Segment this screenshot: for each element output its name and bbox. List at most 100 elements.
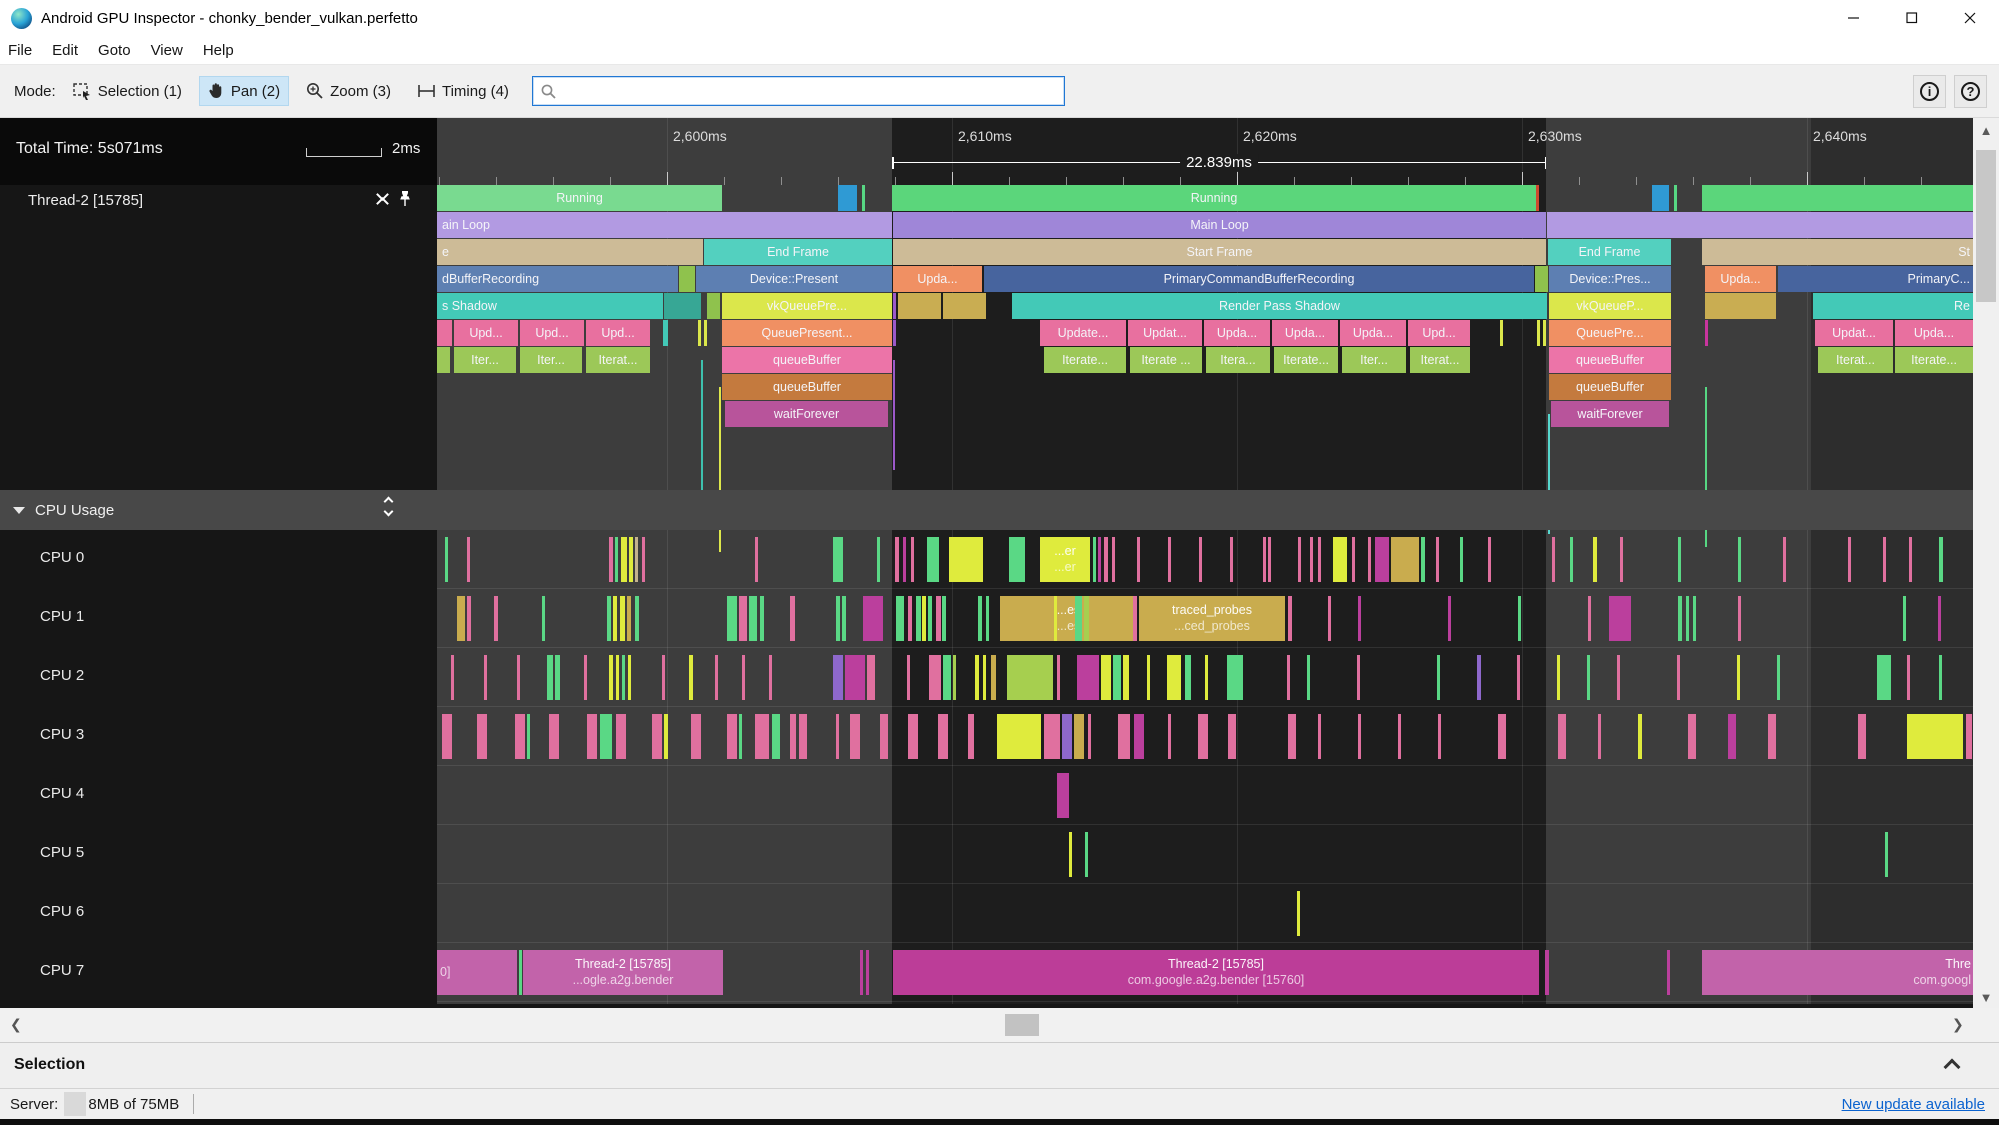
trace-span[interactable]: Running [892,185,1536,211]
trace-span[interactable] [1547,212,1973,238]
cpu-slice[interactable] [1054,596,1057,641]
cpu-slice[interactable] [1570,537,1573,582]
trace-span[interactable]: Iterate... [1044,347,1126,373]
trace-span[interactable]: Upda... [1340,320,1406,346]
cpu-slice[interactable]: ...er ...er [1040,537,1090,582]
cpu-slice[interactable] [547,655,553,700]
cpu-slice[interactable] [1333,537,1347,582]
trace-span[interactable]: Device::Present [696,266,892,292]
trace-span[interactable]: Upda... [1705,266,1776,292]
cpu-slice[interactable] [1288,596,1292,641]
cpu-slice[interactable] [664,714,668,759]
cpu-track-lane[interactable] [437,884,1973,943]
cpu-slice[interactable] [689,655,693,700]
trace-span[interactable]: Iter... [1342,347,1406,373]
trace-span[interactable]: dBufferRecording [437,266,678,292]
cpu-slice[interactable] [978,596,982,641]
cpu-track-lane[interactable]: 0] Thread-2 [15785] ...ogle.a2g.bender Thre… [437,943,1973,1002]
trace-span[interactable] [862,185,865,211]
cpu-track-lane[interactable] [437,707,1973,766]
cpu-slice[interactable] [635,596,639,641]
cpu-slice[interactable] [1939,655,1942,700]
cpu-slice[interactable] [1104,537,1108,582]
trace-span[interactable]: Upda... [893,266,982,292]
cpu-slice[interactable] [555,655,560,700]
trace-span[interactable] [898,293,941,319]
cpu-slice[interactable] [542,596,545,641]
cpu-slice[interactable] [1205,655,1208,700]
menu-view[interactable]: View [150,41,183,59]
cpu-slice[interactable] [715,655,718,700]
cpu-slice[interactable] [1318,537,1321,582]
cpu-track-lane[interactable]: ...es ...es traced_probes ...ced_probes [437,589,1973,648]
trace-span[interactable]: Start Frame [893,239,1546,265]
cpu-slice[interactable] [943,655,951,700]
collapse-track-icon[interactable] [376,188,389,210]
cpu-slice[interactable] [587,714,597,759]
trace-span[interactable] [893,293,896,319]
trace-span[interactable] [1537,320,1540,346]
scroll-up-icon[interactable]: ▲ [1979,123,1993,138]
cpu-slice[interactable] [1168,537,1171,582]
scroll-left-icon[interactable]: ❮ [10,1016,22,1032]
mode-timing-button[interactable]: Timing (4) [408,77,518,106]
cpu-slice[interactable] [1057,773,1069,818]
cpu-slice[interactable] [790,714,796,759]
cpu-slice[interactable] [549,714,559,759]
chevron-up-icon[interactable] [1943,1058,1961,1076]
cpu-usage-header[interactable]: CPU Usage [0,490,1973,530]
cpu-slice[interactable] [1738,596,1741,641]
cpu-slice[interactable] [584,655,587,700]
trace-span[interactable]: Upd... [586,320,650,346]
cpu-slice[interactable] [1227,655,1243,700]
cpu-slice[interactable] [986,596,989,641]
cpu-slice[interactable]: traced_probes ...ced_probes [1139,596,1285,641]
scroll-down-icon[interactable]: ▼ [1979,990,1993,1005]
cpu-slice[interactable] [1518,596,1521,641]
cpu-slice[interactable] [607,596,611,641]
mode-selection-button[interactable]: Selection (1) [64,77,191,106]
cpu-slice[interactable] [755,537,758,582]
trace-span[interactable]: Update... [1040,320,1126,346]
cpu-slice[interactable] [1123,655,1129,700]
cpu-slice[interactable] [615,537,618,582]
trace-span[interactable]: Upda... [1272,320,1338,346]
trace-span[interactable]: End Frame [1548,239,1671,265]
cpu-slice[interactable] [1101,655,1111,700]
cpu-slice[interactable] [727,714,737,759]
trace-span[interactable]: queueBuffer [722,347,892,373]
cpu-slice[interactable] [1678,537,1681,582]
cpu-slice[interactable] [1907,714,1963,759]
cpu-slice[interactable] [991,655,996,700]
cpu-slice[interactable] [442,714,452,759]
horizontal-scrollbar-thumb[interactable] [1005,1014,1039,1036]
cpu-slice[interactable] [1118,714,1130,759]
update-link[interactable]: New update available [1841,1095,1985,1113]
trace-span[interactable] [1543,320,1546,346]
cpu-slice[interactable] [833,655,843,700]
trace-span[interactable]: QueuePre... [1549,320,1671,346]
cpu-slice[interactable] [880,714,888,759]
cpu-slice[interactable] [519,950,522,995]
trace-span[interactable] [437,347,450,373]
trace-span[interactable]: St [1702,239,1973,265]
cpu-slice[interactable] [1375,537,1389,582]
cpu-slice[interactable] [1436,537,1439,582]
cpu-slice[interactable] [1352,537,1355,582]
cpu-slice[interactable] [1593,537,1597,582]
trace-span[interactable]: PrimaryCommandBufferRecording [984,266,1534,292]
cpu-slice[interactable] [1693,596,1696,641]
cpu-slice[interactable] [922,596,926,641]
trace-span[interactable]: ain Loop [437,212,892,238]
selection-panel-header[interactable]: Selection [0,1042,1999,1088]
cpu-slice[interactable] [1085,832,1088,877]
cpu-slice[interactable] [622,655,625,700]
cpu-slice[interactable] [484,655,487,700]
cpu-slice[interactable] [1168,714,1171,759]
trace-span[interactable] [704,320,707,346]
cpu-slice[interactable] [727,596,737,641]
trace-span[interactable] [664,293,701,319]
mode-pan-button[interactable]: Pan (2) [198,76,290,106]
trace-span[interactable]: Upda... [1895,320,1973,346]
cpu-slice[interactable] [1044,714,1060,759]
